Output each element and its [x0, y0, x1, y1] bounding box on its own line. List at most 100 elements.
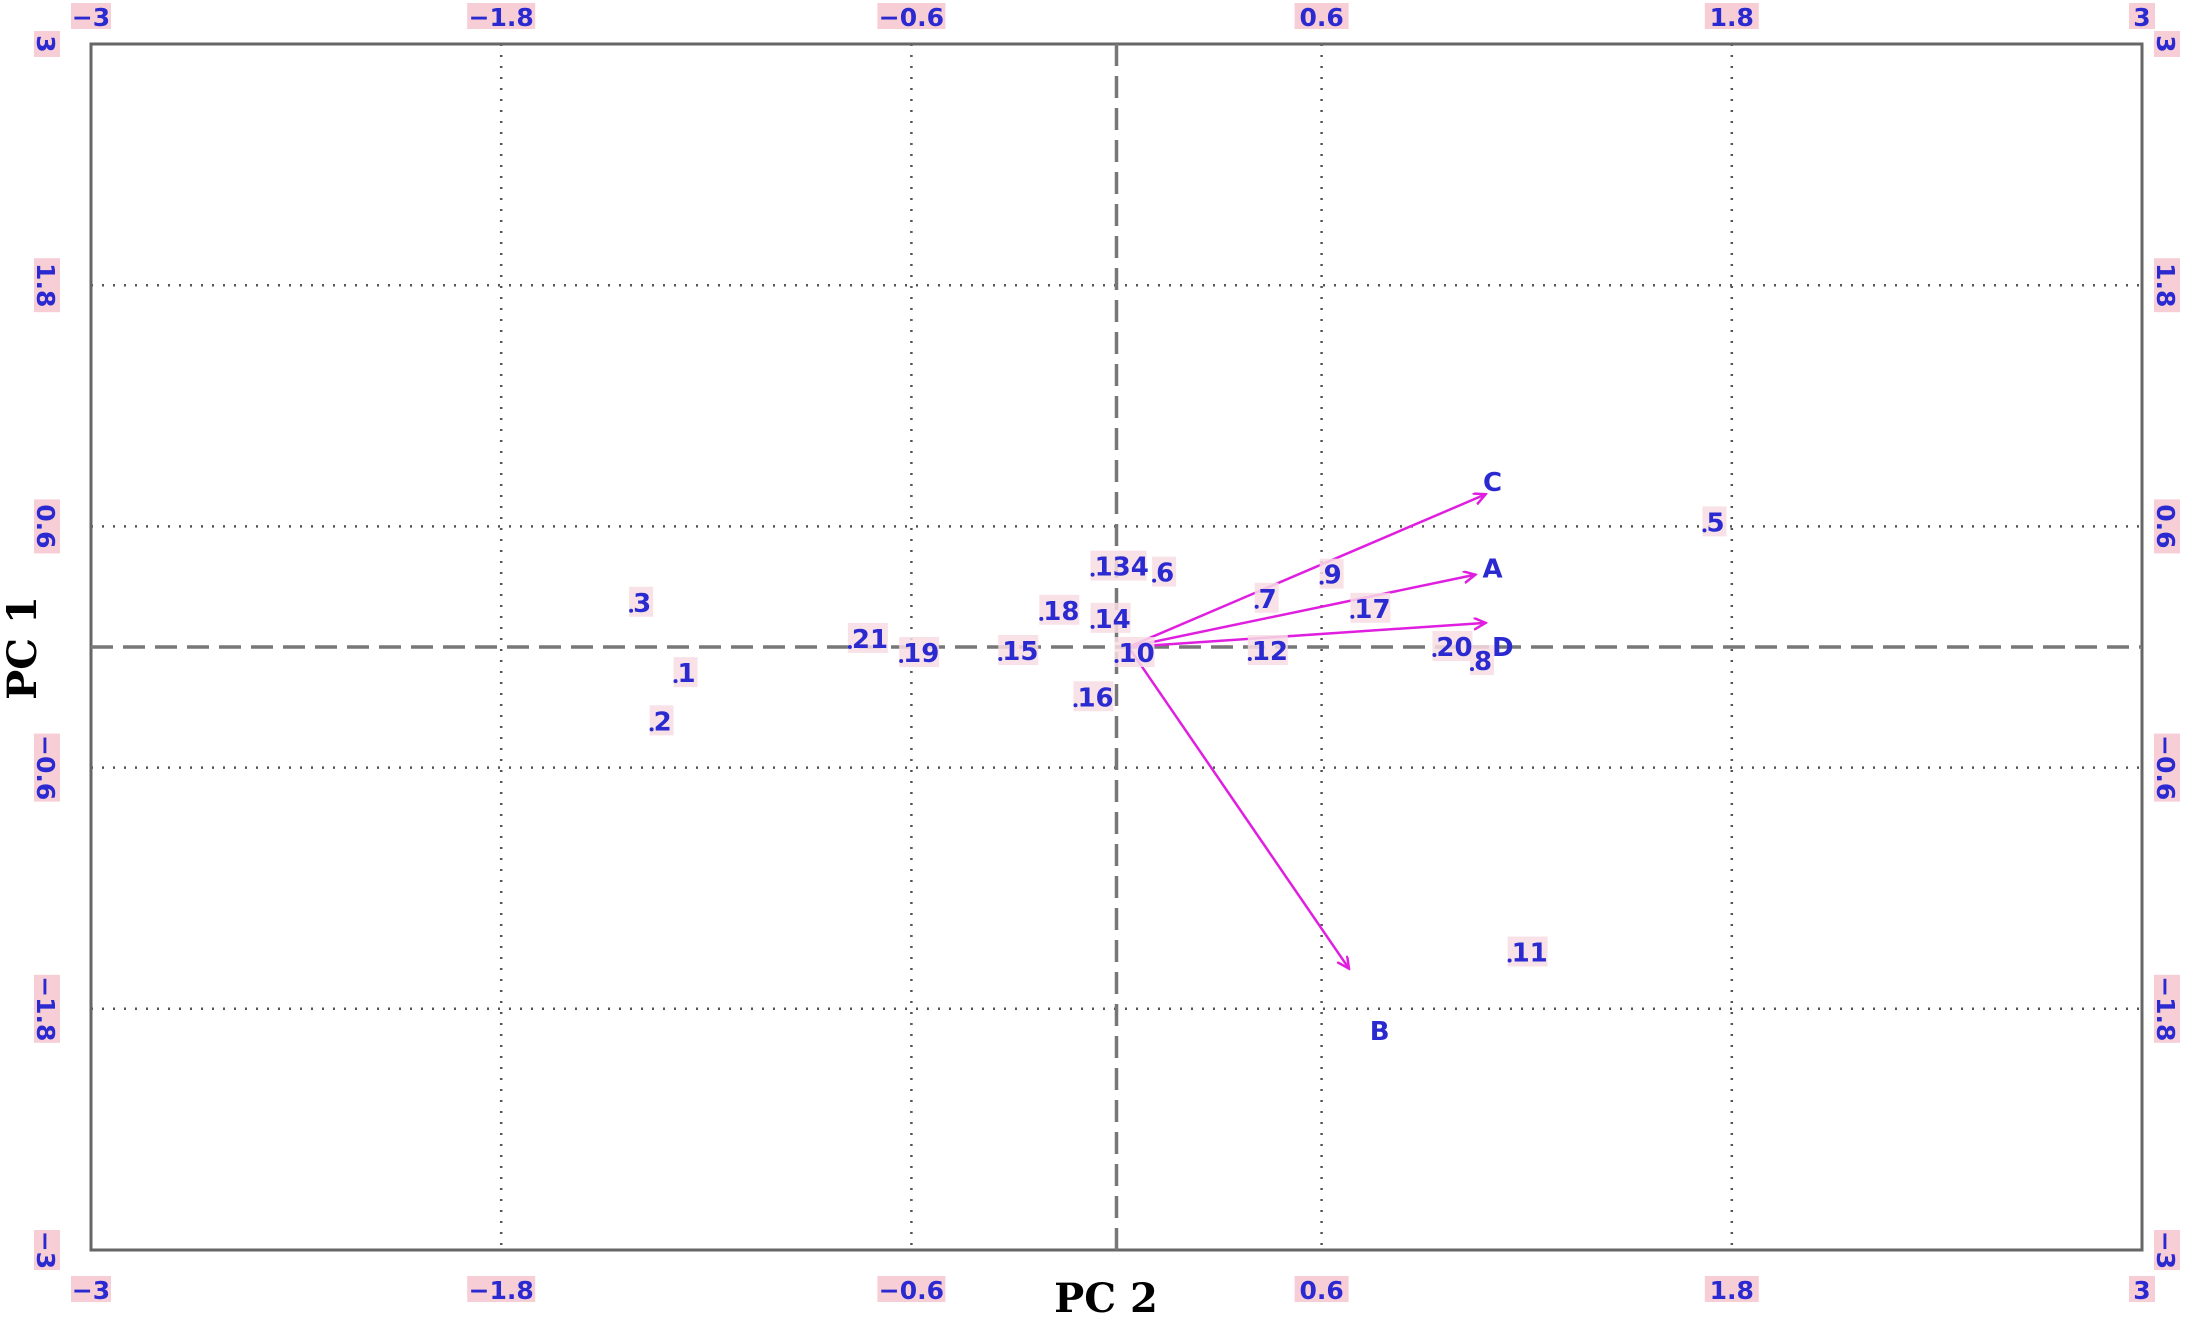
y-tick-label-left: −3: [31, 1230, 60, 1270]
score-point-marker: [1152, 578, 1157, 583]
x-tick-label-bottom: −1.8: [467, 1276, 536, 1305]
svg-text:1.8: 1.8: [1710, 3, 1754, 32]
vector-label-c: C: [1483, 468, 1502, 498]
score-point-label: 21: [852, 625, 888, 655]
svg-text:−0.6: −0.6: [879, 3, 944, 32]
score-point-marker: [1247, 657, 1252, 662]
svg-text:−3: −3: [2151, 1231, 2180, 1269]
score-point: 134: [1090, 550, 1149, 583]
score-point-label: 11: [1512, 939, 1548, 969]
score-point-label: 20: [1436, 633, 1472, 663]
y-tick-label-right: 1.8: [2151, 258, 2180, 313]
score-point-marker: [649, 727, 654, 732]
vector-arrow-a: [1128, 575, 1476, 649]
score-point-marker: [1114, 659, 1119, 664]
score-point-label: 3: [633, 589, 651, 619]
score-point-marker: [1432, 653, 1437, 657]
vector-arrow-b: [1127, 646, 1349, 969]
svg-text:−1.8: −1.8: [2151, 976, 2180, 1041]
score-point-marker: [1090, 572, 1095, 577]
svg-text:0.6: 0.6: [31, 504, 60, 548]
score-point-label: 134: [1095, 553, 1149, 583]
y-tick-label-left: 0.6: [31, 499, 60, 554]
svg-text:−1.8: −1.8: [469, 3, 534, 32]
y-tick-label-left: 3: [31, 31, 60, 57]
score-point-marker: [1319, 580, 1324, 585]
vector-arrow-d: [1128, 623, 1486, 649]
score-point-marker: [998, 657, 1003, 662]
score-point-label: 16: [1077, 683, 1113, 713]
y-tick-label-right: 3: [2151, 31, 2180, 57]
score-point: 18: [1039, 594, 1079, 627]
score-point: 9: [1319, 558, 1344, 591]
score-point-label: 2: [654, 707, 672, 737]
vector-arrow-c: [1128, 494, 1486, 649]
score-point-label: 18: [1043, 597, 1079, 627]
svg-text:3: 3: [2133, 1276, 2150, 1305]
x-tick-label-top: 0.6: [1294, 3, 1349, 32]
svg-text:0.6: 0.6: [2151, 504, 2180, 548]
loading-vectors: A B C D: [1127, 468, 1514, 1047]
y-tick-label-right: 0.6: [2151, 499, 2180, 554]
score-point-label: 17: [1354, 595, 1390, 625]
score-point-marker: [1702, 528, 1707, 533]
score-point-marker: [847, 644, 852, 649]
x-tick-label-top: −1.8: [467, 3, 536, 32]
score-point-marker: [1507, 958, 1512, 963]
vector-label-a: A: [1482, 555, 1502, 585]
svg-text:3: 3: [31, 35, 60, 52]
x-axis-title: PC 2: [1054, 1275, 1158, 1319]
score-point: 3: [629, 586, 654, 619]
score-point-label: 7: [1259, 585, 1277, 615]
score-point-label: 14: [1095, 605, 1131, 635]
x-tick-label-bottom: −0.6: [877, 1276, 946, 1305]
svg-text:0.6: 0.6: [1299, 3, 1343, 32]
score-point: 12: [1247, 635, 1288, 667]
score-point-marker: [1470, 667, 1475, 672]
svg-text:1.8: 1.8: [1710, 1276, 1754, 1305]
x-tick-label-top: 3: [2129, 3, 2155, 32]
score-point: 20: [1432, 631, 1473, 663]
score-point-label: 9: [1324, 561, 1342, 591]
svg-text:3: 3: [2151, 35, 2180, 52]
score-point-marker: [1039, 616, 1044, 621]
score-point-label: 5: [1706, 508, 1724, 538]
x-tick-label-top: −0.6: [877, 3, 946, 32]
y-tick-label-right: −3: [2151, 1230, 2180, 1270]
y-tick-label-left: −1.8: [31, 974, 60, 1043]
svg-text:−0.6: −0.6: [879, 1276, 944, 1305]
score-point: 17: [1350, 592, 1391, 625]
y-tick-label-right: −1.8: [2151, 974, 2180, 1043]
score-point-label: 8: [1474, 647, 1492, 677]
y-tick-label-right: −0.6: [2151, 733, 2180, 802]
score-point-marker: [1090, 624, 1095, 629]
score-point-marker: [629, 608, 634, 613]
svg-text:−3: −3: [72, 1276, 110, 1305]
score-point-label: 6: [1156, 559, 1174, 589]
grid-lines: [91, 44, 2142, 1250]
svg-text:−0.6: −0.6: [31, 735, 60, 800]
score-point: 7: [1254, 582, 1279, 615]
score-point: 10: [1114, 637, 1155, 669]
score-point: 2: [649, 705, 674, 737]
score-point-marker: [673, 679, 678, 684]
score-point: 11: [1507, 936, 1548, 969]
svg-text:1.8: 1.8: [31, 263, 60, 307]
svg-text:1.8: 1.8: [2151, 263, 2180, 307]
svg-text:0.6: 0.6: [1299, 1276, 1343, 1305]
x-tick-label-top: −3: [71, 3, 111, 32]
score-point: 5: [1702, 506, 1727, 538]
svg-text:−1.8: −1.8: [31, 976, 60, 1041]
score-point: 8: [1470, 645, 1495, 677]
tick-labels: −3−3−1.8−1.8−0.6−0.60.60.61.81.833−3 −3−1…: [31, 3, 2180, 1305]
y-tick-label-left: 1.8: [31, 258, 60, 313]
vector-label-d: D: [1492, 633, 1514, 663]
score-point: 21: [847, 622, 888, 655]
x-tick-label-bottom: −3: [71, 1276, 111, 1305]
score-point-marker: [1254, 604, 1259, 609]
svg-text:−3: −3: [72, 3, 110, 32]
score-point-label: 1: [678, 659, 696, 689]
x-tick-label-bottom: 3: [2129, 1276, 2155, 1305]
score-point: 1: [673, 657, 698, 689]
y-tick-label-left: −0.6: [31, 733, 60, 802]
